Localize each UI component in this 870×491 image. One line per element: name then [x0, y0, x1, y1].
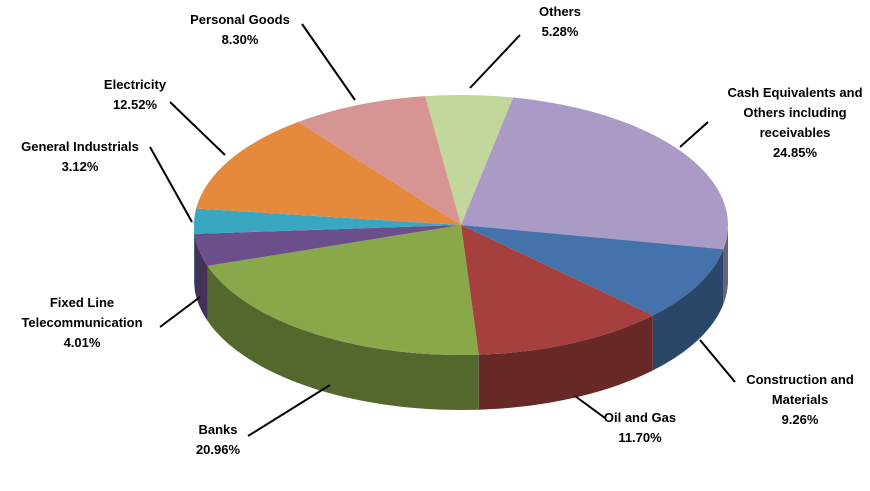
- slice: [461, 225, 724, 316]
- slice-side: [478, 315, 653, 410]
- slice-label: Oil and Gas 11.70%: [570, 408, 710, 448]
- slice-side: [652, 249, 724, 371]
- slice-label: Others 5.28%: [460, 2, 660, 42]
- category-name: Fixed Line Telecommunication: [21, 295, 143, 330]
- category-name: Others: [539, 4, 581, 19]
- leader-line: [679, 121, 709, 148]
- category-name: Personal Goods: [190, 12, 290, 27]
- slice-side: [207, 265, 479, 410]
- value-label: 8.30%: [221, 32, 259, 47]
- slice: [194, 208, 462, 234]
- slice: [425, 94, 514, 225]
- slice: [194, 225, 461, 266]
- leader-line: [301, 23, 356, 101]
- leader-line: [699, 339, 736, 383]
- category-name: General Industrials: [21, 139, 139, 154]
- slice: [461, 97, 728, 250]
- slice-label: General Industrials 3.12%: [0, 137, 165, 177]
- category-name: Electricity: [103, 77, 167, 92]
- slice-label: Personal Goods 8.30%: [160, 10, 320, 50]
- value-label: 9.26%: [781, 412, 819, 427]
- leader-line: [159, 296, 201, 328]
- category-name: Cash Equivalents and Others including re…: [727, 85, 863, 140]
- category-name: Banks: [198, 422, 238, 437]
- value-label: 4.01%: [63, 335, 101, 350]
- slice-side: [194, 225, 195, 289]
- slice-label: Electricity 12.52%: [65, 75, 205, 115]
- value-label: 3.12%: [61, 159, 99, 174]
- slice: [207, 225, 479, 355]
- slice: [298, 96, 461, 225]
- leader-line: [247, 384, 331, 437]
- slice: [461, 225, 653, 355]
- leader-line: [149, 146, 193, 223]
- slice-label: Fixed Line Telecommunication 4.01%: [12, 293, 152, 353]
- slice-label: Cash Equivalents and Others including re…: [715, 83, 870, 163]
- value-label: 20.96%: [195, 442, 241, 457]
- leader-line: [574, 395, 606, 419]
- slice: [196, 122, 461, 225]
- leader-line: [169, 101, 226, 156]
- slice-label: Construction and Materials 9.26%: [730, 370, 870, 430]
- value-label: 11.70%: [618, 430, 662, 445]
- slice-side: [723, 225, 728, 305]
- pie: [194, 94, 728, 410]
- value-label: 24.85%: [772, 145, 818, 160]
- category-name: Construction and Materials: [746, 372, 854, 407]
- slice-label: Banks 20.96%: [168, 420, 268, 460]
- value-label: 5.28%: [541, 24, 579, 39]
- value-label: 12.52%: [112, 97, 158, 112]
- category-name: Oil and Gas: [603, 410, 677, 425]
- leader-line: [469, 34, 521, 89]
